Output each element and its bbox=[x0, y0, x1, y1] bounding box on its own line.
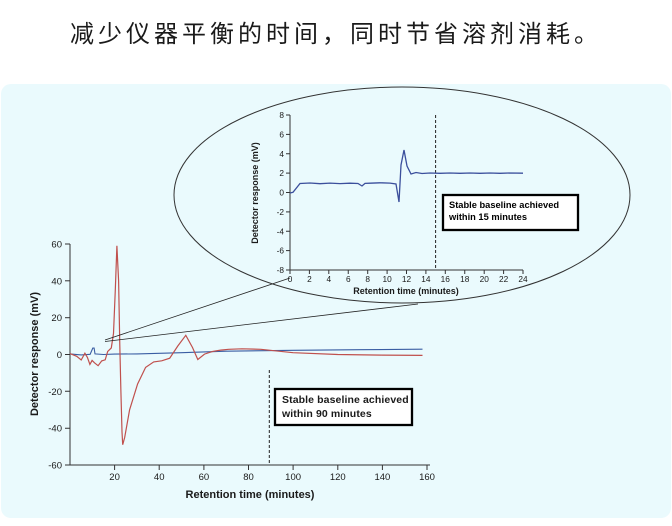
svg-text:4: 4 bbox=[279, 149, 284, 159]
svg-text:-40: -40 bbox=[48, 424, 62, 435]
svg-text:40: 40 bbox=[51, 276, 62, 287]
svg-text:-60: -60 bbox=[48, 461, 62, 472]
svg-text:0: 0 bbox=[57, 350, 62, 361]
svg-text:Stable baseline achieved: Stable baseline achieved bbox=[449, 200, 559, 210]
svg-text:20: 20 bbox=[109, 472, 120, 483]
svg-text:18: 18 bbox=[460, 274, 470, 284]
svg-text:Stable baseline achieved: Stable baseline achieved bbox=[282, 394, 409, 406]
svg-text:-2: -2 bbox=[277, 207, 285, 217]
svg-text:6: 6 bbox=[346, 274, 351, 284]
svg-text:6: 6 bbox=[279, 129, 284, 139]
svg-text:0: 0 bbox=[288, 274, 293, 284]
svg-text:14: 14 bbox=[421, 274, 431, 284]
svg-text:-6: -6 bbox=[277, 246, 285, 256]
svg-text:22: 22 bbox=[499, 274, 509, 284]
svg-text:-20: -20 bbox=[48, 387, 62, 398]
svg-text:within 90 minutes: within 90 minutes bbox=[281, 408, 372, 420]
svg-text:Detector response (mV): Detector response (mV) bbox=[250, 142, 260, 244]
svg-text:Retention time (minutes): Retention time (minutes) bbox=[353, 286, 459, 296]
svg-text:40: 40 bbox=[154, 472, 165, 483]
svg-text:-4: -4 bbox=[277, 226, 285, 236]
svg-text:16: 16 bbox=[441, 274, 451, 284]
svg-text:120: 120 bbox=[330, 472, 346, 483]
svg-text:140: 140 bbox=[374, 472, 390, 483]
svg-text:2: 2 bbox=[279, 168, 284, 178]
svg-text:20: 20 bbox=[480, 274, 490, 284]
svg-text:80: 80 bbox=[243, 472, 254, 483]
svg-text:0: 0 bbox=[279, 188, 284, 198]
svg-text:-8: -8 bbox=[277, 265, 285, 275]
svg-text:100: 100 bbox=[285, 472, 301, 483]
svg-text:24: 24 bbox=[518, 274, 528, 284]
svg-text:8: 8 bbox=[365, 274, 370, 284]
svg-text:8: 8 bbox=[279, 110, 284, 120]
svg-text:10: 10 bbox=[382, 274, 392, 284]
svg-text:Retention time (minutes): Retention time (minutes) bbox=[186, 489, 315, 501]
svg-text:12: 12 bbox=[402, 274, 412, 284]
svg-text:within 15 minutes: within 15 minutes bbox=[448, 212, 527, 222]
svg-text:4: 4 bbox=[326, 274, 331, 284]
svg-text:Detector response (mV): Detector response (mV) bbox=[29, 292, 41, 416]
svg-text:160: 160 bbox=[419, 472, 435, 483]
svg-text:20: 20 bbox=[51, 313, 62, 324]
svg-text:60: 60 bbox=[199, 472, 210, 483]
svg-text:2: 2 bbox=[307, 274, 312, 284]
svg-text:60: 60 bbox=[51, 240, 62, 251]
